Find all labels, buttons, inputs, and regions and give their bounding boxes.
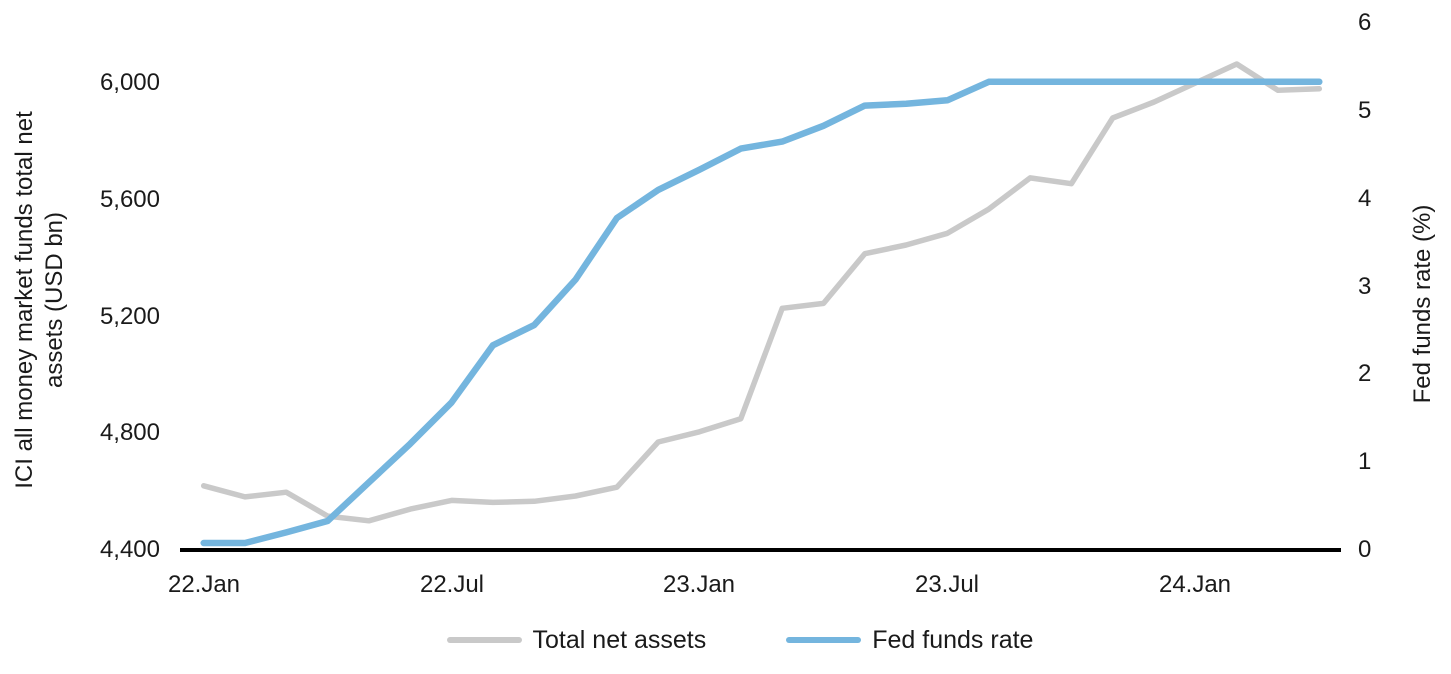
legend-label: Total net assets: [532, 626, 707, 654]
legend-item-fed-funds-rate: Fed funds rate: [786, 623, 1033, 657]
left-axis-tick-label: 6,000: [99, 69, 160, 96]
right-axis-tick-label: 4: [1358, 185, 1372, 212]
x-axis-tick-label: 24.Jan: [1158, 571, 1232, 598]
x-axis-tick-label: 23.Jul: [914, 571, 980, 598]
right-axis-tick-label: 6: [1358, 9, 1372, 36]
total-net-assets-legend-swatch: [446, 637, 522, 643]
right-axis-tick-label: 3: [1358, 273, 1372, 300]
x-axis-tick-label: 22.Jul: [419, 571, 485, 598]
left-axis-tick-label: 5,600: [99, 186, 160, 213]
right-axis-tick-label: 5: [1358, 97, 1372, 124]
total-net-assets-line: [200, 61, 1323, 524]
legend-label: Fed funds rate: [872, 626, 1034, 654]
left-axis-title-line1: ICI all money market funds total net: [11, 111, 38, 489]
left-axis-tick-label: 5,200: [99, 303, 160, 330]
left-axis-tick-label: 4,800: [99, 419, 160, 446]
right-axis-title: Fed funds rate (%): [1409, 204, 1436, 404]
right-axis-tick-label: 0: [1358, 536, 1372, 563]
right-axis-tick-label: 1: [1358, 448, 1372, 475]
legend-item-total-net-assets: Total net assets: [446, 623, 707, 657]
legend: Total net assets Fed funds rate: [30, 623, 1450, 657]
fed-funds-rate-line: [200, 78, 1323, 547]
left-axis-title-line2: assets (USD bn): [41, 211, 68, 389]
left-axis-tick-label: 4,400: [99, 536, 160, 563]
left-axis-title: ICI all money market funds total net ass…: [10, 80, 70, 520]
x-axis-tick-label: 23.Jan: [662, 571, 736, 598]
right-axis-tick-label: 2: [1358, 360, 1372, 387]
x-axis-tick-label: 22.Jan: [167, 571, 241, 598]
fed-funds-rate-legend-swatch: [786, 637, 862, 643]
